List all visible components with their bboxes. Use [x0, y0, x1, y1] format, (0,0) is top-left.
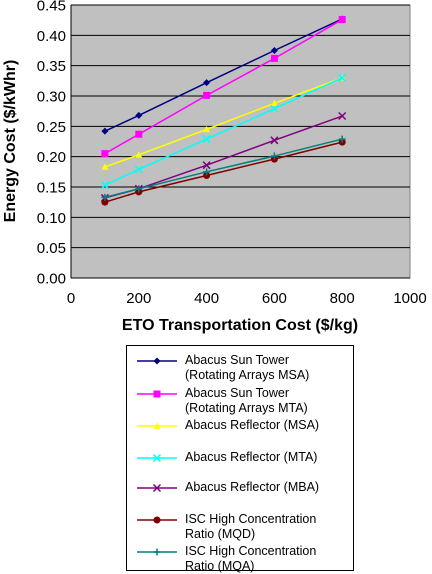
legend-swatch	[137, 422, 177, 429]
data-point	[135, 151, 143, 158]
data-point	[134, 165, 143, 174]
plot-area	[70, 4, 411, 279]
data-point	[202, 135, 211, 144]
legend-marker	[152, 453, 162, 463]
series-2	[101, 16, 346, 158]
grid-lines	[71, 4, 410, 249]
data-point	[101, 127, 109, 135]
data-point	[203, 91, 211, 99]
data-point	[135, 111, 143, 119]
data-point	[338, 73, 347, 82]
data-point	[338, 135, 346, 143]
data-point	[270, 152, 278, 160]
y-tick-label: 0.05	[37, 240, 66, 257]
y-tick-label: 0.15	[37, 180, 66, 197]
data-point	[270, 104, 279, 113]
y-tick-label: 0.35	[37, 58, 66, 75]
y-tick-label: 0.45	[37, 0, 66, 15]
series-1	[101, 15, 346, 135]
y-tick-label: 0.25	[37, 119, 66, 136]
legend-marker	[153, 357, 161, 365]
x-tick-label: 400	[194, 290, 219, 307]
series-4	[100, 73, 347, 190]
legend-swatch	[137, 516, 177, 524]
y-tick-label: 0.00	[37, 271, 66, 288]
legend-label: Abacus Sun Tower (Rotating Arrays MTA)	[185, 386, 308, 415]
legend-label: Abacus Sun Tower (Rotating Arrays MSA)	[185, 353, 310, 382]
data-point	[270, 136, 279, 145]
x-tick-label: 800	[330, 290, 355, 307]
legend-marker	[153, 516, 161, 524]
data-point	[202, 161, 211, 170]
y-tick-label: 0.30	[37, 89, 66, 106]
series-lines	[100, 15, 347, 206]
data-point	[101, 198, 109, 206]
legend-label: ISC High Concentration Ratio (MQA)	[185, 544, 317, 573]
legend-swatch	[137, 357, 177, 365]
y-tick-label: 0.40	[37, 28, 66, 45]
axes	[70, 5, 410, 279]
x-tick-label: 0	[67, 290, 75, 307]
legend-swatch	[137, 390, 177, 398]
y-tick-labels: 0.00 0.05 0.10 0.15 0.20 0.25 0.30 0.35 0.40 0.45	[37, 0, 66, 288]
chart: 0.00 0.05 0.10 0.15 0.20 0.25 0.30 0.35 0.40 0.45…	[2, 0, 427, 334]
legend-swatch	[137, 483, 177, 493]
legend: Abacus Sun Tower (Rotating Arrays MSA) Ab…	[126, 345, 354, 573]
data-point	[203, 171, 211, 179]
legend-marker	[153, 422, 161, 429]
legend-marker	[153, 548, 161, 556]
x-tick-label: 600	[262, 290, 287, 307]
x-tick-label: 200	[126, 290, 151, 307]
data-point	[101, 150, 109, 158]
series-6	[101, 138, 346, 206]
data-point	[203, 79, 211, 87]
legend-label: Abacus Reflector (MTA)	[185, 450, 318, 464]
legend-swatch	[137, 453, 177, 463]
data-point	[135, 185, 143, 193]
y-tick-label: 0.20	[37, 149, 66, 166]
data-point	[203, 125, 211, 133]
data-point	[101, 193, 109, 201]
legend-label: Abacus Reflector (MBA)	[185, 480, 320, 494]
series-7	[101, 135, 346, 201]
x-axis-label: ETO Transportation Cost ($/kg)	[122, 317, 358, 334]
data-point	[338, 111, 347, 121]
legend-marker	[153, 390, 161, 398]
x-tick-labels: 0 200 400 600 800 1000	[67, 290, 427, 307]
data-point	[270, 54, 278, 62]
data-point	[101, 163, 109, 170]
legend-swatch	[137, 548, 177, 556]
series-3	[101, 74, 346, 170]
data-point	[338, 16, 346, 24]
y-tick-label: 0.10	[37, 210, 66, 227]
data-point	[100, 181, 109, 190]
legend-label: Abacus Reflector (MSA)	[185, 418, 320, 432]
legend-label: ISC High Concentration Ratio (MQD)	[185, 512, 317, 541]
legend-marker	[152, 483, 162, 493]
data-point	[270, 99, 278, 107]
data-point	[270, 47, 278, 54]
data-point	[203, 168, 211, 176]
data-point	[135, 130, 143, 138]
y-axis-label: Energy Cost ($/kWhr)	[2, 60, 19, 223]
x-tick-label: 1000	[393, 290, 426, 307]
